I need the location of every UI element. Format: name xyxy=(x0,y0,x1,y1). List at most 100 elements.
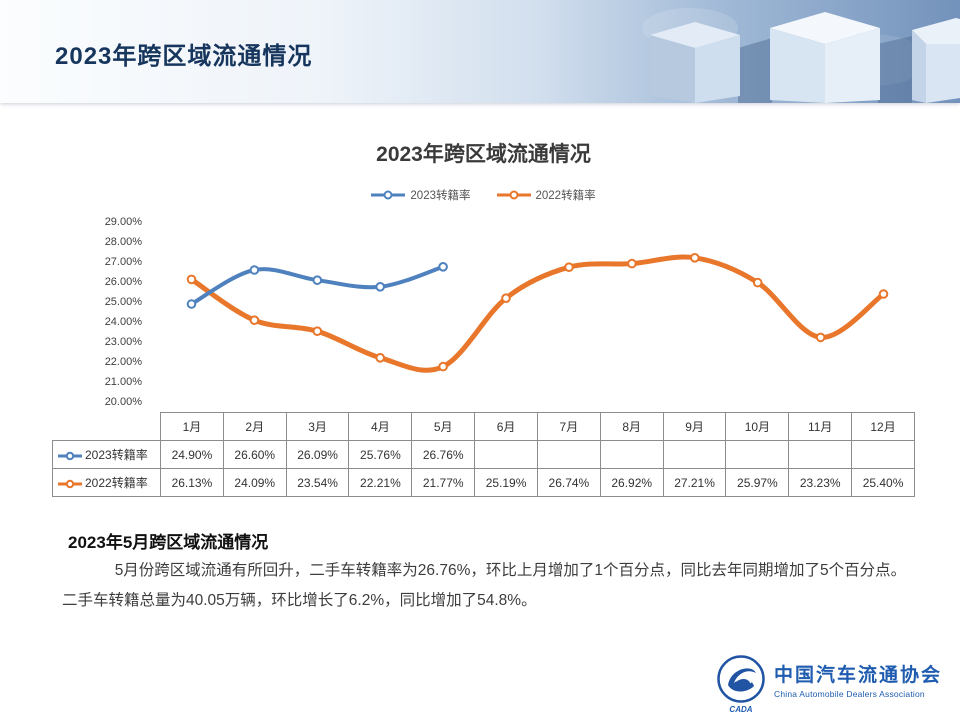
data-point-marker xyxy=(249,315,260,325)
value-cell: 27.21% xyxy=(662,468,727,497)
value-cell xyxy=(662,440,727,469)
value-cell xyxy=(788,440,853,469)
month-header-cell: 11月 xyxy=(788,412,853,441)
value-cell: 24.90% xyxy=(160,440,224,469)
data-point-marker xyxy=(312,326,323,336)
month-header-cell: 12月 xyxy=(851,412,915,441)
legend-item: 2023转籍率 xyxy=(371,187,471,203)
header: 2023年跨区域流通情况 xyxy=(0,0,960,103)
data-point-marker xyxy=(878,289,889,299)
data-table: 1月 2月 3月 4月 5月 6月 7月 8月 9月 10月 11月 12月 2023转籍率 24.90%… xyxy=(52,412,915,497)
header-title: 2023年跨区域流通情况 xyxy=(55,43,313,70)
table-row: 2023转籍率 24.90% 26.60% 26.09% 25.76% 26.76% xyxy=(52,440,915,469)
summary-heading: 2023年5月跨区域流通情况 xyxy=(68,533,269,552)
value-cell: 25.97% xyxy=(725,468,790,497)
data-point-marker xyxy=(186,299,197,309)
series-line xyxy=(189,264,446,306)
organization-name-en: China Automobile Dealers Association xyxy=(773,689,925,699)
blank-cell xyxy=(53,413,161,441)
chart-legend: 2023转籍率 2022转籍率 xyxy=(52,187,915,203)
data-point-marker xyxy=(186,274,197,285)
value-cell xyxy=(851,440,915,469)
month-header-cell: 6月 xyxy=(474,412,538,441)
month-header-cell: 8月 xyxy=(599,412,664,441)
value-cell: 26.60% xyxy=(222,440,287,469)
month-header-cell: 2月 xyxy=(222,412,287,441)
value-cell: 25.40% xyxy=(851,468,915,497)
chart-title: 2023年跨区域流通情况 xyxy=(376,143,591,166)
data-point-marker xyxy=(501,293,511,303)
value-cell: 25.76% xyxy=(348,440,413,469)
value-cell: 21.77% xyxy=(411,468,476,497)
series-label-cell: 2022转籍率 xyxy=(52,468,161,497)
month-header-cell: 7月 xyxy=(536,412,601,441)
y-axis-label: 25.00% xyxy=(104,296,142,308)
legend-marker-icon xyxy=(496,190,531,200)
y-axis-label: 24.00% xyxy=(104,316,142,328)
month-header-cell: 1月 xyxy=(160,412,224,441)
cada-logo-icon xyxy=(717,655,765,703)
y-axis-label: 29.00% xyxy=(104,216,142,228)
value-cell xyxy=(725,440,790,469)
data-point-marker xyxy=(564,262,574,273)
data-point-marker xyxy=(627,258,637,269)
decorative-cubes-graphic xyxy=(642,8,960,103)
value-cell: 26.74% xyxy=(536,468,601,497)
y-axis-label: 22.00% xyxy=(104,356,142,368)
y-axis-label: 27.00% xyxy=(104,256,142,268)
value-cell: 25.19% xyxy=(474,468,538,497)
value-cell: 26.92% xyxy=(599,468,664,497)
line-chart-svg xyxy=(186,253,889,373)
data-point-marker xyxy=(249,265,260,275)
y-axis-label: 28.00% xyxy=(104,236,142,248)
organization-name: 中国汽车流通协会 China Automobile Dealers Associ… xyxy=(774,660,942,699)
y-axis: 29.00% 28.00% 27.00% 26.00% 25.00% 24.00% 23.0… xyxy=(52,212,152,412)
line-chart xyxy=(160,212,915,412)
data-point-marker xyxy=(438,361,448,372)
series-label: 2022转籍率 xyxy=(85,476,148,490)
series-marker-icon xyxy=(58,451,82,461)
data-point-marker xyxy=(752,277,763,288)
legend-item: 2022转籍率 xyxy=(496,187,596,203)
data-point-marker xyxy=(815,332,826,343)
value-cell: 23.54% xyxy=(285,468,350,497)
series-label-cell: 2023转籍率 xyxy=(52,440,161,469)
value-cell: 26.13% xyxy=(160,468,224,497)
data-point-marker xyxy=(375,353,385,363)
y-axis-label: 20.00% xyxy=(104,396,142,408)
data-point-marker xyxy=(690,253,700,263)
cada-logo: CADA xyxy=(716,654,766,714)
value-cell: 23.23% xyxy=(788,468,853,497)
value-cell xyxy=(599,440,664,469)
data-point-marker xyxy=(438,262,448,272)
value-cell xyxy=(474,440,538,469)
month-header-cell: 4月 xyxy=(348,412,413,441)
table-row: 2022转籍率 26.13% 24.09% 23.54% 22.21% 21.77% 25.… xyxy=(52,468,915,497)
cada-logo-text: CADA xyxy=(729,705,753,714)
table-header-row: 1月 2月 3月 4月 5月 6月 7月 8月 9月 10月 11月 12月 xyxy=(53,412,915,441)
summary-body: 5月份跨区域流通有所回升，二手车转籍率为26.76%，环比上月增加了1个百分点，… xyxy=(62,562,907,609)
y-axis-label: 21.00% xyxy=(104,376,142,388)
series-marker-icon xyxy=(58,479,82,489)
month-header-cell: 5月 xyxy=(411,412,476,441)
legend-marker-icon xyxy=(371,190,406,200)
organization-name-cn: 中国汽车流通协会 xyxy=(773,665,942,686)
month-header-cell: 10月 xyxy=(725,412,790,441)
value-cell: 26.09% xyxy=(285,440,350,469)
data-point-marker xyxy=(375,282,385,292)
value-cell: 22.21% xyxy=(348,468,413,497)
table-body: 1月 2月 3月 4月 5月 6月 7月 8月 9月 10月 11月 12月 2023转籍率 24.90%… xyxy=(52,412,915,497)
month-header-cell: 9月 xyxy=(662,412,727,441)
month-header-cell: 3月 xyxy=(285,412,350,441)
data-point-marker xyxy=(312,275,323,285)
series-label: 2023转籍率 xyxy=(85,448,148,462)
footer-logo-block: CADA 中国汽车流通协会 China Automobile Dealers A… xyxy=(716,654,942,714)
value-cell: 24.09% xyxy=(222,468,287,497)
y-axis-label: 26.00% xyxy=(104,276,142,288)
value-cell xyxy=(536,440,601,469)
legend-label: 2023转籍率 xyxy=(410,190,471,202)
legend-label: 2022转籍率 xyxy=(535,190,596,202)
y-axis-label: 23.00% xyxy=(104,336,142,348)
value-cell: 26.76% xyxy=(411,440,476,469)
